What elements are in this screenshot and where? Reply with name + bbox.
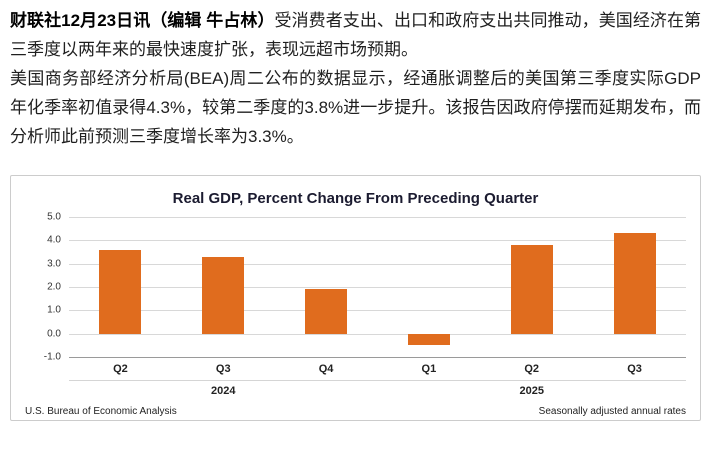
y-tick-label: 0.0	[47, 328, 61, 340]
bar-Q2-0	[99, 249, 142, 334]
x-tick-label: Q3	[627, 363, 642, 375]
chart-footer: U.S. Bureau of Economic Analysis Seasona…	[25, 406, 686, 417]
gridline	[69, 333, 686, 335]
gridline	[69, 287, 686, 288]
gdp-bar-chart: Real GDP, Percent Change From Preceding …	[10, 175, 701, 421]
bar-Q1-3	[407, 333, 450, 346]
article-lead-text: 受消费者支出、出口和政府支出共同推动，美国经济在第三季度以两年来的最快速度扩张，…	[10, 11, 702, 59]
y-tick-label: 2.0	[47, 281, 61, 293]
x-tick-label: Q4	[318, 363, 334, 375]
x-tick-label: Q2	[113, 363, 128, 375]
bar-Q4-2	[305, 289, 348, 334]
x-tick-label: Q3	[215, 363, 231, 375]
year-label: 2025	[519, 385, 544, 397]
bar-Q2-4	[510, 245, 553, 334]
gridline	[69, 240, 686, 242]
x-axis: Q2 Q3 Q4 Q1 Q2 Q3	[69, 358, 686, 381]
y-tick-label: 1.0	[47, 304, 61, 316]
plot-area	[69, 217, 686, 358]
article-paragraph-2: 美国商务部经济分析局(BEA)周二公布的数据显示，经通胀调整后的美国第三季度实际…	[10, 69, 701, 146]
y-tick-label: 3.0	[47, 258, 61, 270]
gridline	[69, 310, 686, 312]
year-row: 2024 2025	[69, 381, 686, 399]
chart-note: Seasonally adjusted annual rates	[538, 406, 686, 417]
bar-Q3-5	[613, 233, 656, 334]
bar-Q3-1	[202, 256, 245, 334]
article-page: 财联社12月23日讯（编辑 牛占林）受消费者支出、出口和政府支出共同推动，美国经…	[10, 6, 701, 421]
chart-source: U.S. Bureau of Economic Analysis	[25, 406, 177, 417]
y-tick-label: -1.0	[43, 351, 61, 363]
article-paragraph-1: 财联社12月23日讯（编辑 牛占林）受消费者支出、出口和政府支出共同推动，美国经…	[10, 6, 701, 64]
gridline	[69, 263, 686, 265]
y-axis: 5.0 4.0 3.0 2.0 1.0 0.0 -1.0	[25, 212, 69, 363]
y-tick-label: 5.0	[47, 211, 61, 223]
gridline	[69, 217, 686, 218]
plot-wrap: 5.0 4.0 3.0 2.0 1.0 0.0 -1.0	[25, 212, 686, 363]
article-byline: 财联社12月23日讯（编辑 牛占林）	[10, 11, 275, 30]
x-tick-label: Q1	[421, 363, 437, 375]
x-tick-label: Q2	[524, 363, 540, 375]
year-label: 2024	[211, 385, 236, 397]
y-tick-label: 4.0	[47, 234, 61, 246]
chart-title: Real GDP, Percent Change From Preceding …	[172, 190, 539, 207]
